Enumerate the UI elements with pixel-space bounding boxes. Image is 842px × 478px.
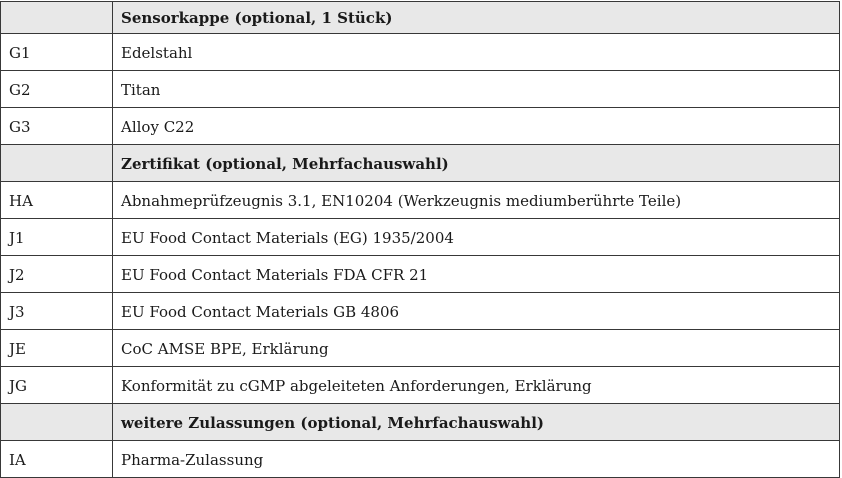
option-code-cell: JE [0,329,113,367]
option-label-cell: Edelstahl [112,33,840,71]
option-label-cell: EU Food Contact Materials GB 4806 [112,292,840,330]
option-label-cell: Titan [112,70,840,108]
option-code-cell: J2 [0,255,113,293]
section-header-row: Zertifikat (optional, Mehrfachauswahl) [0,144,840,182]
section-header-cell: weitere Zulassungen (optional, Mehrfacha… [112,403,840,441]
section-header-row: Sensorkappe (optional, 1 Stück) [0,1,840,34]
option-label-cell: Konformität zu cGMP abgeleiteten Anforde… [112,366,840,404]
option-code-cell: JG [0,366,113,404]
option-row: G3 Alloy C22 [0,107,840,145]
option-label-cell: EU Food Contact Materials FDA CFR 21 [112,255,840,293]
option-code-cell: G1 [0,33,113,71]
option-row: G2 Titan [0,70,840,108]
option-label-cell: Abnahmeprüfzeugnis 3.1, EN10204 (Werkzeu… [112,181,840,219]
option-row: J1 EU Food Contact Materials (EG) 1935/2… [0,218,840,256]
option-code-cell: G3 [0,107,113,145]
section-code-cell [0,144,113,182]
option-label-cell: Alloy C22 [112,107,840,145]
section-header-cell: Zertifikat (optional, Mehrfachauswahl) [112,144,840,182]
option-row: JE CoC AMSE BPE, Erklärung [0,329,840,367]
option-label-cell: Pharma-Zulassung [112,440,840,478]
option-row: HA Abnahmeprüfzeugnis 3.1, EN10204 (Werk… [0,181,840,219]
option-label-cell: EU Food Contact Materials (EG) 1935/2004 [112,218,840,256]
section-code-cell [0,1,113,34]
option-label-cell: CoC AMSE BPE, Erklärung [112,329,840,367]
option-code-cell: IA [0,440,113,478]
option-row: J2 EU Food Contact Materials FDA CFR 21 [0,255,840,293]
section-header-cell: Sensorkappe (optional, 1 Stück) [112,1,840,34]
option-row: J3 EU Food Contact Materials GB 4806 [0,292,840,330]
option-code-cell: HA [0,181,113,219]
option-code-cell: G2 [0,70,113,108]
section-code-cell [0,403,113,441]
option-row: JG Konformität zu cGMP abgeleiteten Anfo… [0,366,840,404]
section-header-row: weitere Zulassungen (optional, Mehrfacha… [0,403,840,441]
option-row: IA Pharma-Zulassung [0,440,840,478]
option-code-cell: J3 [0,292,113,330]
option-code-cell: J1 [0,218,113,256]
option-row: G1 Edelstahl [0,33,840,71]
